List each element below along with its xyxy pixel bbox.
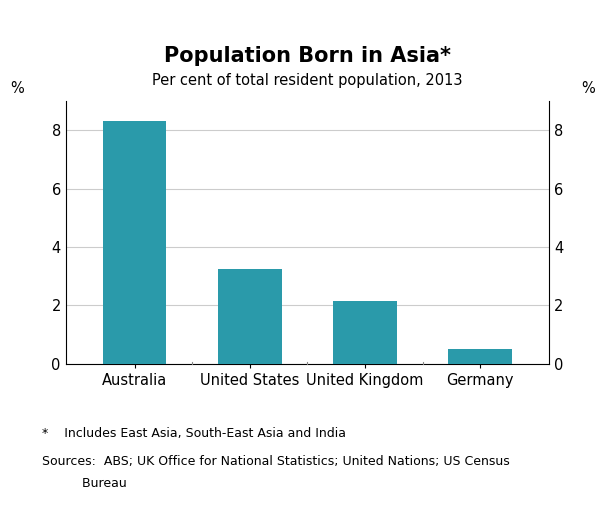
Bar	[333, 301, 396, 364]
Text: Per cent of total resident population, 2013: Per cent of total resident population, 2…	[152, 73, 463, 88]
Bar	[219, 269, 282, 364]
Text: %: %	[581, 81, 595, 96]
Bar	[448, 349, 512, 364]
Text: Bureau: Bureau	[42, 477, 127, 490]
Text: Sources:  ABS; UK Office for National Statistics; United Nations; US Census: Sources: ABS; UK Office for National Sta…	[42, 454, 510, 468]
Text: *    Includes East Asia, South-East Asia and India: * Includes East Asia, South-East Asia an…	[42, 427, 346, 440]
Bar	[103, 121, 167, 364]
Text: %: %	[10, 81, 24, 96]
Title: Population Born in Asia*: Population Born in Asia*	[164, 46, 451, 66]
